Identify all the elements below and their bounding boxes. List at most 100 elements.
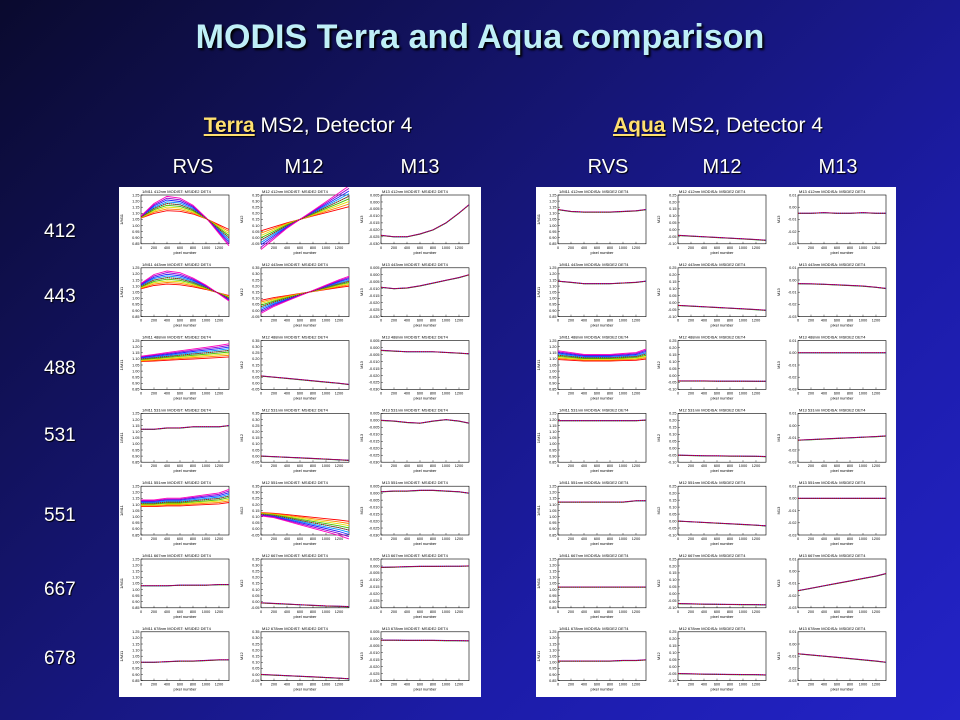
x-tick-label: 1000 (442, 391, 450, 395)
series-line (141, 497, 230, 505)
x-axis-label: pixel number (414, 614, 438, 619)
y-tick-label: 0.30 (252, 563, 259, 567)
x-axis-label: pixel number (414, 468, 438, 473)
y-tick-label: 0.000 (370, 419, 380, 423)
plot-frame (380, 485, 470, 536)
y-tick-label: 0.10 (669, 360, 676, 364)
y-tick-label: -0.020 (369, 301, 380, 305)
aqua-column-rvs: RVS (587, 156, 629, 178)
plot-frame (260, 413, 350, 463)
x-axis-label: pixel number (414, 250, 438, 255)
x-axis-label: pixel number (294, 614, 318, 619)
band-label-443: 443 (44, 286, 76, 307)
x-tick-label: 1000 (202, 610, 210, 614)
y-tick-label: -0.010 (369, 287, 380, 291)
y-tick-label: 0.95 (132, 376, 139, 380)
y-axis-label: 1/M11 (119, 577, 124, 589)
y-tick-label: 0.00 (789, 642, 796, 646)
y-tick-label: -0.005 (369, 498, 380, 502)
y-axis-label: M13 (776, 506, 781, 515)
series-line (140, 204, 230, 236)
y-axis-label: M12 (656, 288, 661, 297)
plot-frame (797, 340, 887, 390)
x-tick-label: 600 (297, 319, 303, 323)
series-line (141, 498, 230, 506)
fit-line (677, 234, 767, 241)
x-tick-label: 800 (847, 464, 853, 468)
x-tick-label: 400 (701, 683, 707, 687)
x-tick-label: 0 (797, 246, 799, 250)
y-tick-label: 0.000 (370, 200, 380, 204)
subplot-title: M13 531nm MODIST: MSIDE2 DET4 (382, 407, 449, 412)
x-tick-label: 400 (581, 391, 587, 395)
y-tick-label: 0.20 (669, 200, 676, 204)
x-tick-label: 1200 (335, 391, 343, 395)
subplot-title: 1/M11 667nm MODIST: MSIDE2 DET4 (142, 553, 212, 558)
y-tick-label: -0.02 (788, 667, 797, 671)
y-tick-label: -0.05 (251, 315, 260, 319)
y-tick-label: -0.010 (369, 505, 380, 509)
fit-line (677, 304, 767, 311)
x-tick-label: 800 (430, 537, 436, 541)
y-tick-label: -0.030 (369, 242, 380, 246)
y-tick-label: 1.25 (549, 339, 556, 343)
x-tick-label: 200 (271, 246, 277, 250)
x-tick-label: 1200 (752, 537, 760, 541)
x-tick-label: 1200 (455, 537, 463, 541)
y-tick-label: 0.20 (669, 419, 676, 423)
x-tick-label: 800 (310, 391, 316, 395)
series-line (140, 275, 230, 300)
x-tick-label: 0 (380, 246, 382, 250)
x-tick-label: 200 (688, 319, 694, 323)
subplot-title: 1/M11 443nm MODISA: MSIDE2 DET4 (559, 262, 629, 267)
series-line (140, 356, 230, 363)
y-tick-label: 0.00 (669, 519, 676, 523)
x-tick-label: 0 (140, 683, 142, 687)
x-tick-label: 600 (297, 610, 303, 614)
x-tick-label: 600 (177, 610, 183, 614)
subplot-title: M12 443nm MODISA: MSIDE2 DET4 (679, 262, 746, 267)
x-tick-label: 200 (391, 246, 397, 250)
y-tick-label: 1.00 (549, 588, 556, 592)
y-axis-label: M12 (239, 215, 244, 224)
plot-frame (260, 267, 350, 317)
x-tick-label: 600 (594, 391, 600, 395)
y-tick-label: 0.05 (252, 521, 259, 525)
x-axis-label: pixel number (174, 468, 198, 473)
y-tick-label: 0.20 (252, 284, 259, 288)
x-tick-label: 1000 (442, 610, 450, 614)
x-tick-label: 800 (310, 464, 316, 468)
y-tick-label: 0.00 (252, 309, 259, 313)
y-tick-label: -0.01 (788, 509, 797, 513)
x-tick-label: 200 (568, 610, 574, 614)
y-tick-label: 1.20 (132, 563, 139, 567)
y-tick-label: 1.15 (132, 570, 139, 574)
x-tick-label: 400 (404, 464, 410, 468)
x-tick-label: 200 (568, 537, 574, 541)
y-tick-label: 0.10 (252, 297, 259, 301)
y-tick-label: 0.95 (132, 303, 139, 307)
y-tick-label: 1.10 (132, 503, 139, 507)
y-tick-label: 0.25 (252, 351, 259, 355)
y-tick-label: 1.10 (132, 430, 139, 434)
y-tick-label: 0.005 (370, 485, 380, 489)
y-tick-label: 0.35 (252, 193, 259, 197)
y-tick-label: 0.90 (549, 600, 556, 604)
y-tick-label: 0.95 (549, 448, 556, 452)
y-tick-label: 0.15 (669, 280, 676, 284)
plot-frame (797, 267, 887, 317)
series-line (557, 349, 647, 356)
x-tick-label: 600 (714, 537, 720, 541)
y-tick-label: 0.85 (549, 388, 556, 392)
y-tick-label: -0.005 (369, 280, 380, 284)
x-axis-label: pixel number (711, 687, 735, 692)
y-tick-label: 0.005 (370, 630, 380, 634)
